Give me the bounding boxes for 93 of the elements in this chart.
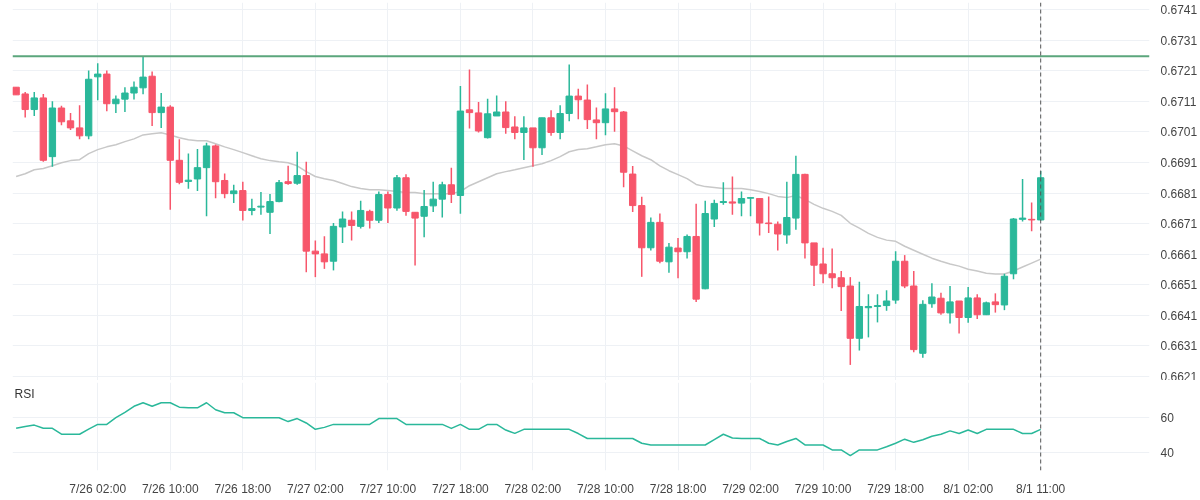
candlestick <box>728 175 737 216</box>
candlestick <box>592 106 601 140</box>
x-tick-label: 7/27 10:00 <box>359 481 417 496</box>
y-tick-label: 0.6671 <box>1160 217 1198 232</box>
candlestick <box>665 242 673 274</box>
candlestick <box>674 237 682 280</box>
candlestick <box>447 166 456 204</box>
candlestick <box>1018 178 1027 223</box>
candlestick <box>366 209 374 230</box>
candlestick <box>964 286 972 324</box>
candlestick <box>75 104 84 140</box>
candlestick <box>193 148 202 192</box>
y-tick-label: 0.6661 <box>1160 247 1198 262</box>
candlestick <box>574 87 582 121</box>
y-tick-label: 0.6721 <box>1160 64 1198 79</box>
x-tick-label: 7/27 02:00 <box>286 481 345 496</box>
candlestick <box>311 239 320 278</box>
candlestick <box>175 138 184 185</box>
candlestick <box>765 195 773 234</box>
candlestick <box>184 152 193 190</box>
candlestick <box>719 181 728 206</box>
candlestick <box>483 98 492 140</box>
x-tick-label: 7/27 18:00 <box>432 481 490 496</box>
line-series <box>15 132 1042 275</box>
candlestick <box>202 142 211 218</box>
candlestick <box>529 127 537 168</box>
candlestick <box>601 92 610 136</box>
y-tick-label: 0.6651 <box>1160 278 1198 293</box>
candlestick <box>284 165 292 186</box>
candlestick <box>411 211 419 267</box>
candlestick <box>946 285 954 325</box>
candlestick <box>230 184 238 204</box>
y-tick-label: 0.6631 <box>1160 339 1198 354</box>
x-tick-label: 7/26 02:00 <box>69 481 127 496</box>
candlestick <box>357 199 365 230</box>
candlestick <box>1027 201 1036 233</box>
candlestick <box>928 282 936 309</box>
candlestick <box>955 300 963 335</box>
y-tick-label: 60 <box>1160 411 1175 426</box>
candlestick <box>57 105 66 126</box>
candlestick <box>991 292 1000 314</box>
candlestick <box>420 189 428 239</box>
candlestick <box>937 291 945 316</box>
candlestick <box>94 62 102 102</box>
candlestick <box>610 86 619 133</box>
candlestick <box>828 247 836 289</box>
candlestick <box>293 150 301 186</box>
y-tick-label: 0.6701 <box>1160 125 1198 140</box>
candlestick <box>873 293 882 324</box>
y-tick-label: 0.6711 <box>1160 94 1197 109</box>
candlestick <box>338 210 347 244</box>
candlestick <box>882 289 891 312</box>
x-tick-label: 7/26 10:00 <box>141 481 199 496</box>
candlestick <box>973 293 981 320</box>
candlestick <box>248 198 256 217</box>
candlestick <box>438 180 446 219</box>
x-tick-label: 7/29 10:00 <box>794 481 852 496</box>
line-series <box>15 401 1042 457</box>
candlestick <box>583 83 592 130</box>
y-tick-label: 0.6641 <box>1160 308 1198 323</box>
y-tick-label: 0.6621 <box>1160 369 1198 384</box>
candlestick <box>683 233 691 260</box>
x-tick-label: 7/26 18:00 <box>214 481 272 496</box>
x-tick-label: 7/28 02:00 <box>504 481 562 496</box>
y-tick-label: 0.6691 <box>1160 155 1198 170</box>
y-tick-label: 0.6731 <box>1160 33 1198 48</box>
y-tick-label: 0.6681 <box>1160 186 1198 201</box>
candlestick <box>320 235 329 270</box>
y-tick-label: 40 <box>1160 446 1175 461</box>
candlestick <box>737 190 746 218</box>
candlestick <box>520 115 528 161</box>
x-tick-label: 7/29 02:00 <box>722 481 780 496</box>
candlestick <box>30 91 38 117</box>
x-tick-label: 7/29 18:00 <box>867 481 925 496</box>
x-tick-label: 7/28 18:00 <box>649 481 707 496</box>
candlestick <box>239 180 247 222</box>
x-tick-label: 7/28 10:00 <box>577 481 635 496</box>
x-tick-label: 8/1 02:00 <box>943 481 994 496</box>
x-tick-label: 8/1 11:00 <box>1016 481 1066 496</box>
candlestick <box>864 293 873 339</box>
chart-title: RSI <box>14 386 35 401</box>
candlestick <box>157 92 165 129</box>
candlestick <box>384 190 392 224</box>
candlestick <box>220 172 229 199</box>
candlestick <box>347 210 356 242</box>
candlestick <box>429 180 437 213</box>
candlestick <box>493 94 501 117</box>
candlestick <box>474 101 483 134</box>
candlestick <box>746 196 755 218</box>
y-tick-label: 0.6741 <box>1160 3 1198 18</box>
candlestick <box>465 68 474 130</box>
candlestick <box>774 220 782 252</box>
candlestick <box>547 109 555 137</box>
